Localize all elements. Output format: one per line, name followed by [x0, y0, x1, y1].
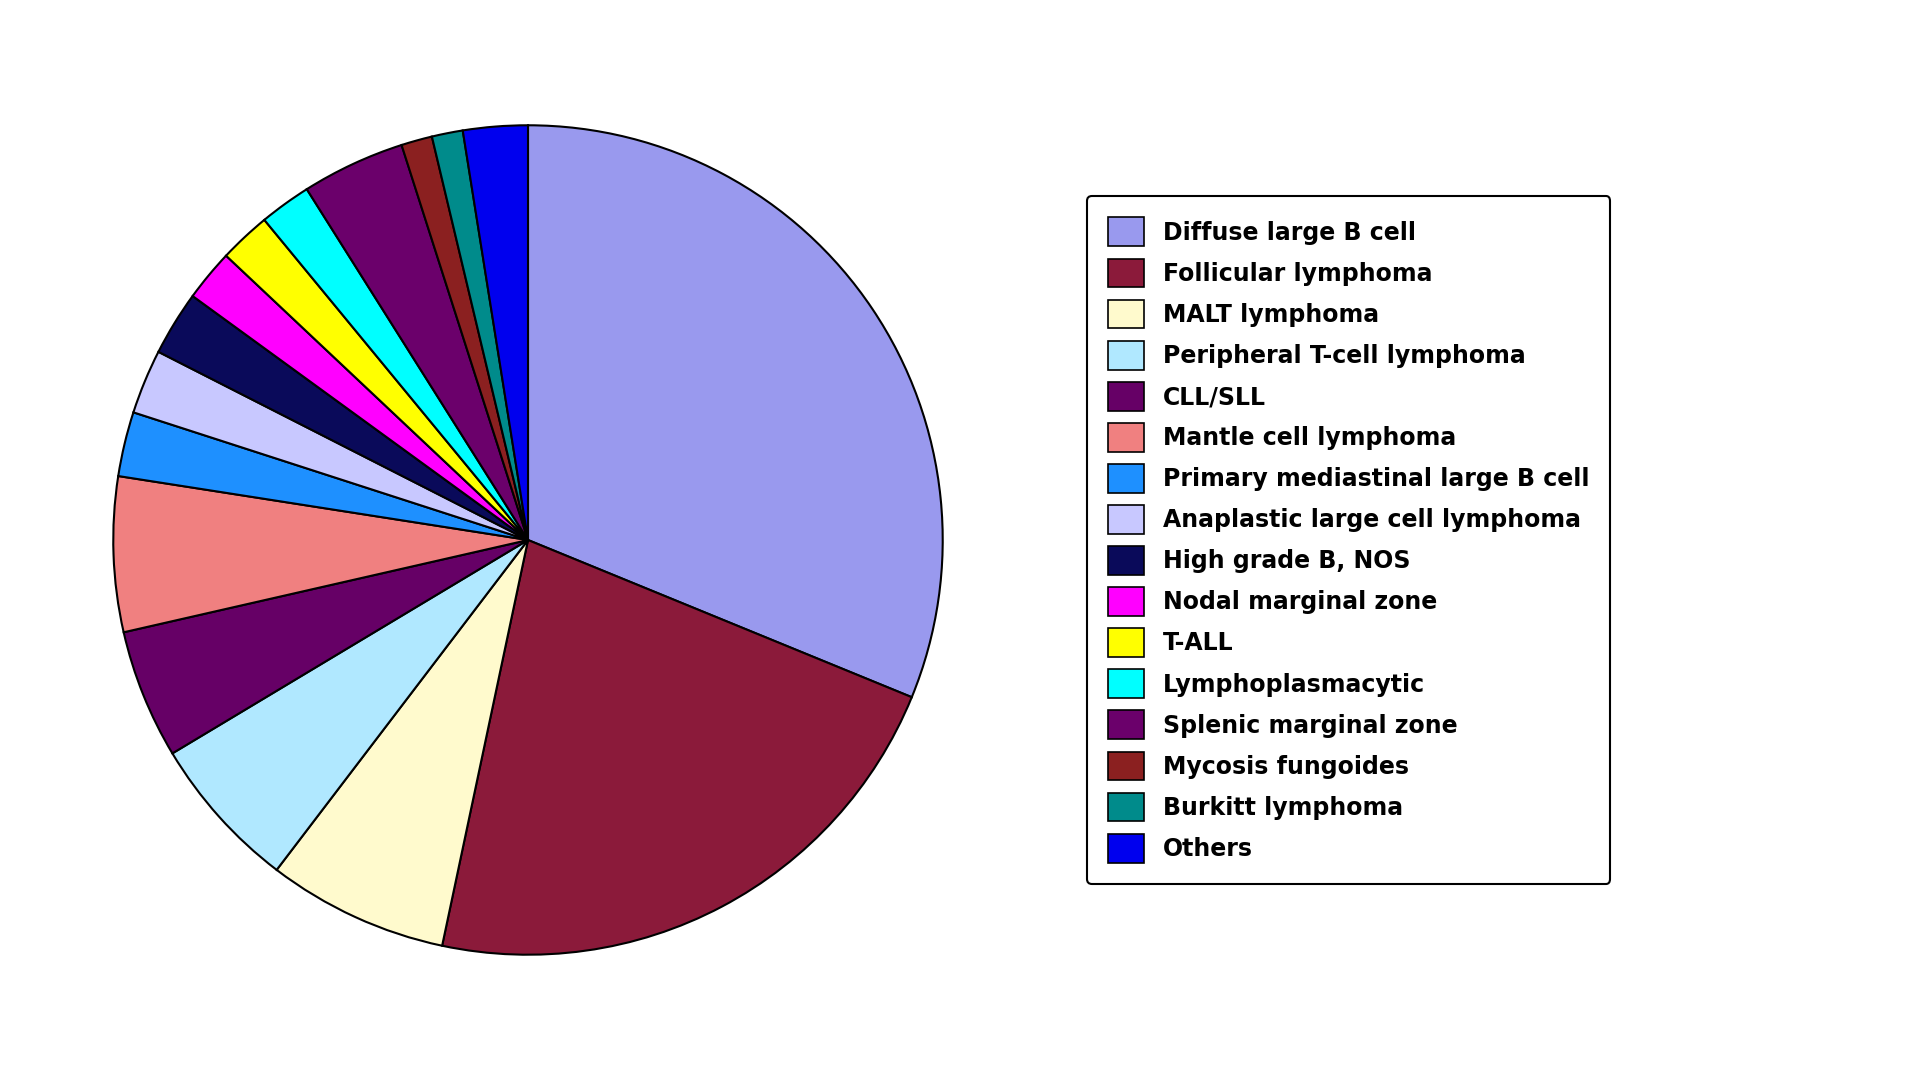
- Wedge shape: [442, 540, 912, 955]
- Wedge shape: [173, 540, 528, 869]
- Wedge shape: [528, 125, 943, 698]
- Wedge shape: [265, 189, 528, 540]
- Wedge shape: [123, 540, 528, 754]
- Wedge shape: [463, 125, 528, 540]
- Wedge shape: [159, 296, 528, 540]
- Wedge shape: [119, 413, 528, 540]
- Legend: Diffuse large B cell, Follicular lymphoma, MALT lymphoma, Peripheral T-cell lymp: Diffuse large B cell, Follicular lymphom…: [1087, 197, 1611, 883]
- Wedge shape: [132, 352, 528, 540]
- Wedge shape: [113, 476, 528, 632]
- Wedge shape: [307, 145, 528, 540]
- Wedge shape: [401, 136, 528, 540]
- Wedge shape: [192, 256, 528, 540]
- Wedge shape: [227, 220, 528, 540]
- Wedge shape: [276, 540, 528, 946]
- Wedge shape: [432, 131, 528, 540]
